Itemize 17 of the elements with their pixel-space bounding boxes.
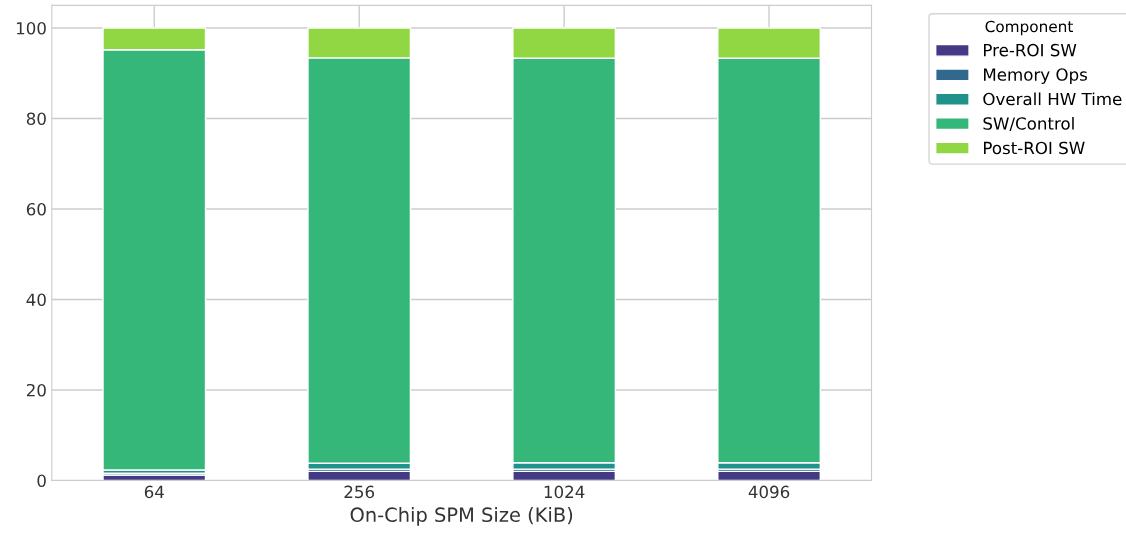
- y-tick-label: 20: [26, 383, 46, 397]
- legend-label: Overall HW Time: [983, 92, 1122, 106]
- y-tick-label: 80: [26, 112, 46, 126]
- x-tick-label: 64: [144, 485, 164, 499]
- legend-label: Pre-ROI SW: [984, 43, 1077, 57]
- y-tick-label: 100: [16, 21, 46, 35]
- x-tick-label: 256: [344, 485, 375, 499]
- legend-title: Component: [985, 20, 1073, 36]
- x-tick-label: 4096: [748, 485, 790, 499]
- x-axis-title: On-Chip SPM Size (KiB): [350, 506, 573, 526]
- y-tick-label: 60: [26, 202, 46, 216]
- legend-label: SW/Control: [983, 116, 1074, 132]
- legend-label: Post-ROI SW: [984, 141, 1085, 155]
- x-tick-label: 1024: [544, 485, 585, 499]
- y-tick-label: 40: [26, 293, 46, 307]
- y-tick-label: 0: [37, 474, 46, 487]
- legend-label: Memory Ops: [984, 68, 1088, 85]
